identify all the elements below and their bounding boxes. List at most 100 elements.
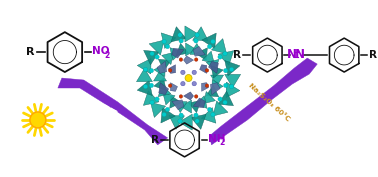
Circle shape <box>194 39 198 43</box>
Circle shape <box>185 75 192 82</box>
Circle shape <box>218 97 222 101</box>
Circle shape <box>181 81 185 86</box>
Circle shape <box>205 84 209 87</box>
Polygon shape <box>193 46 205 56</box>
Circle shape <box>168 84 172 87</box>
Polygon shape <box>179 114 192 130</box>
Circle shape <box>179 95 183 98</box>
Polygon shape <box>212 39 226 54</box>
Circle shape <box>143 67 148 72</box>
Polygon shape <box>211 66 223 78</box>
Circle shape <box>195 119 199 123</box>
Polygon shape <box>159 83 169 95</box>
Circle shape <box>205 69 209 72</box>
Polygon shape <box>201 108 216 123</box>
Circle shape <box>181 70 185 75</box>
Circle shape <box>178 119 182 123</box>
Circle shape <box>194 95 198 98</box>
Text: R: R <box>26 47 35 57</box>
Circle shape <box>150 52 154 56</box>
Text: NH: NH <box>208 134 225 144</box>
Polygon shape <box>203 92 215 104</box>
Circle shape <box>208 44 212 49</box>
Polygon shape <box>170 48 182 60</box>
Circle shape <box>150 100 154 105</box>
Circle shape <box>192 70 197 75</box>
Polygon shape <box>202 33 216 48</box>
Polygon shape <box>211 75 223 86</box>
Polygon shape <box>196 48 208 60</box>
Circle shape <box>192 81 197 86</box>
Polygon shape <box>213 101 228 116</box>
Polygon shape <box>163 93 175 105</box>
Polygon shape <box>58 78 167 145</box>
Polygon shape <box>225 61 240 76</box>
Polygon shape <box>218 91 234 106</box>
Polygon shape <box>154 64 165 77</box>
Polygon shape <box>206 85 219 97</box>
Polygon shape <box>136 68 152 82</box>
Polygon shape <box>153 70 166 81</box>
Circle shape <box>179 58 183 61</box>
Circle shape <box>229 67 234 72</box>
Text: NO: NO <box>92 46 109 56</box>
Circle shape <box>165 44 170 49</box>
Polygon shape <box>186 43 196 56</box>
Polygon shape <box>143 91 159 105</box>
Text: R: R <box>369 50 377 60</box>
Circle shape <box>155 97 159 101</box>
Polygon shape <box>212 79 223 92</box>
Circle shape <box>223 68 228 73</box>
Text: RT: RT <box>97 103 118 123</box>
Text: R: R <box>150 135 159 145</box>
Polygon shape <box>211 83 220 95</box>
Polygon shape <box>190 43 203 55</box>
Polygon shape <box>169 116 184 129</box>
Text: 2: 2 <box>105 51 110 60</box>
Polygon shape <box>137 80 152 96</box>
Circle shape <box>179 39 183 43</box>
Polygon shape <box>184 56 194 64</box>
Polygon shape <box>209 61 218 73</box>
Polygon shape <box>162 52 174 65</box>
Polygon shape <box>149 40 164 55</box>
Circle shape <box>229 84 234 89</box>
Polygon shape <box>218 51 234 65</box>
Circle shape <box>149 68 153 73</box>
Circle shape <box>165 107 170 112</box>
Polygon shape <box>176 43 189 56</box>
Polygon shape <box>157 61 167 73</box>
Circle shape <box>30 112 46 128</box>
Circle shape <box>194 58 198 61</box>
Polygon shape <box>181 100 192 113</box>
Polygon shape <box>150 102 166 117</box>
Circle shape <box>168 69 172 72</box>
Circle shape <box>178 33 182 37</box>
Polygon shape <box>161 108 175 123</box>
Circle shape <box>223 52 227 56</box>
Circle shape <box>149 83 153 88</box>
Text: N: N <box>287 48 297 61</box>
Circle shape <box>194 113 198 117</box>
Polygon shape <box>154 78 166 90</box>
Polygon shape <box>202 51 214 63</box>
Circle shape <box>223 83 228 88</box>
Polygon shape <box>161 33 176 48</box>
Circle shape <box>223 100 227 105</box>
Polygon shape <box>189 101 201 113</box>
Circle shape <box>162 112 166 117</box>
Polygon shape <box>172 48 184 58</box>
Polygon shape <box>193 27 208 41</box>
Polygon shape <box>193 98 205 108</box>
Polygon shape <box>172 100 184 110</box>
Polygon shape <box>185 26 198 42</box>
Polygon shape <box>170 83 177 91</box>
Polygon shape <box>170 96 181 108</box>
Circle shape <box>195 33 199 37</box>
Circle shape <box>179 113 183 117</box>
Text: R: R <box>234 50 242 60</box>
Circle shape <box>155 55 159 59</box>
Polygon shape <box>158 85 171 97</box>
Polygon shape <box>191 114 206 129</box>
Polygon shape <box>201 83 209 91</box>
